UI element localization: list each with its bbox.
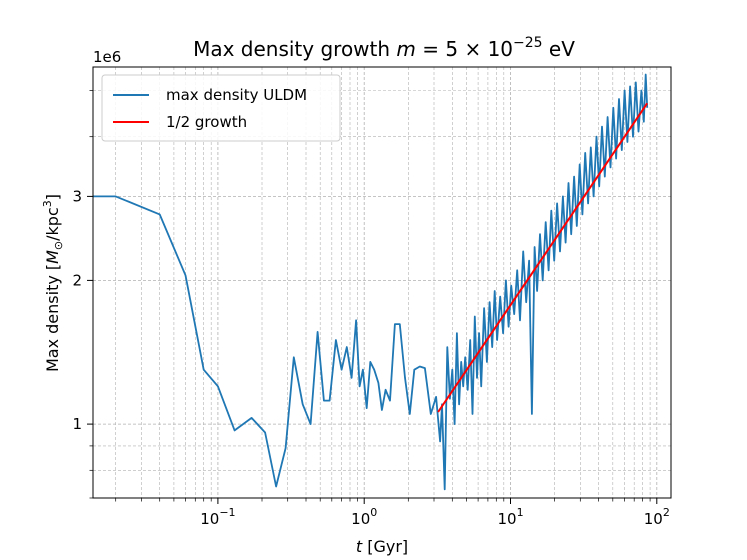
legend-box: [101, 74, 341, 142]
title-exp: −25: [513, 35, 543, 51]
ylabel-sun-sub: ⊙: [52, 241, 65, 250]
axis-ticks: 10−1 100 101 102 1 2 3: [72, 90, 670, 528]
legend: max density ULDM 1/2 growth: [101, 74, 341, 142]
title-prefix: Max density growth: [193, 37, 396, 61]
title-math: m: [396, 37, 415, 61]
x-tick-label: 10−1: [200, 506, 235, 528]
title-suffix: eV: [543, 37, 576, 61]
title-eq: = 5 × 10: [416, 37, 513, 61]
chart-title: Max density growth m = 5 × 10−25 eV: [193, 35, 575, 61]
x-tick-label: 102: [644, 506, 670, 528]
ylabel-msun: M: [43, 250, 62, 264]
y-axis-label: Max density [M⊙/kpc3]: [41, 194, 65, 372]
legend-label-growth: 1/2 growth: [166, 113, 247, 131]
y-tick-label: 2: [72, 271, 82, 289]
xlabel-var: t: [356, 537, 363, 556]
x-tick-label: 100: [351, 506, 377, 528]
y-tick-label: 3: [72, 187, 82, 205]
legend-label-uldm: max density ULDM: [166, 86, 307, 104]
x-tick-label: 101: [497, 506, 523, 528]
offset-text: 1e6: [93, 48, 121, 66]
series-line-uldm: [93, 73, 649, 491]
ylabel-suffix: ]: [43, 194, 62, 200]
ylabel-prefix: Max density [: [43, 264, 62, 372]
x-axis-label: t [Gyr]: [356, 537, 408, 556]
plot-frame: [92, 66, 672, 499]
ylabel-exp: 3: [41, 200, 54, 207]
xlabel-unit: [Gyr]: [362, 537, 408, 556]
y-tick-label: 1: [72, 415, 82, 433]
series-layer: [93, 73, 649, 491]
ylabel-kpc: /kpc: [43, 207, 62, 241]
series-line-growth: [437, 102, 649, 413]
